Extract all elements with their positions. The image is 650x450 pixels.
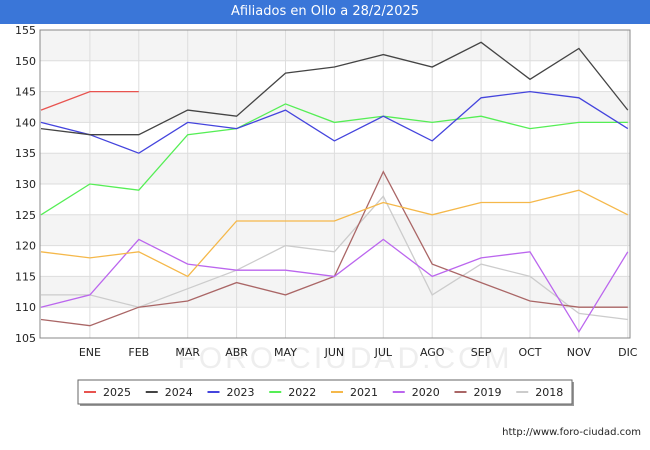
y-tick-label: 130 xyxy=(15,178,36,191)
y-tick-label: 105 xyxy=(15,332,36,345)
y-tick-label: 150 xyxy=(15,55,36,68)
y-tick-label: 110 xyxy=(15,301,36,314)
y-tick-label: 120 xyxy=(15,240,36,253)
plot-band xyxy=(40,91,630,123)
legend-label-2022: 2022 xyxy=(288,386,316,399)
y-tick-label: 145 xyxy=(15,86,36,99)
y-tick-label: 135 xyxy=(15,147,36,160)
x-tick-label: JUL xyxy=(374,346,393,359)
chart-title: Afiliados en Ollo a 28/2/2025 xyxy=(230,4,420,19)
title-bar xyxy=(0,0,650,24)
y-tick-label: 140 xyxy=(15,116,36,129)
y-tick-label: 155 xyxy=(15,24,36,37)
series-line-2023 xyxy=(40,90,629,154)
legend-label-2021: 2021 xyxy=(350,386,378,399)
x-tick-label: DIC xyxy=(618,346,638,359)
y-tick-label: 115 xyxy=(15,270,36,283)
plot-band xyxy=(40,153,630,184)
legend-label-2020: 2020 xyxy=(412,386,440,399)
x-tick-label: ENE xyxy=(79,346,101,359)
series-line-2024 xyxy=(40,41,629,136)
legend-box xyxy=(77,379,573,405)
legend-label-2025: 2025 xyxy=(103,386,131,399)
legend-label-2018: 2018 xyxy=(535,386,563,399)
x-tick-label: SEP xyxy=(471,346,492,359)
series-line-2020 xyxy=(40,238,629,334)
x-tick-label: JUN xyxy=(324,346,345,359)
series-line-2022 xyxy=(40,103,628,216)
x-tick-label: ABR xyxy=(225,346,248,359)
watermark: FORO-CIUDAD.COM xyxy=(178,342,513,375)
x-tick-label: NOV xyxy=(567,346,592,359)
footer-url: http://www.foro-ciudad.com xyxy=(502,427,641,438)
x-tick-label: FEB xyxy=(128,346,149,359)
x-tick-label: MAR xyxy=(175,346,200,359)
plot-band xyxy=(40,214,630,246)
x-tick-label: MAY xyxy=(274,346,297,359)
series-line-2025 xyxy=(40,90,139,111)
legend-label-2024: 2024 xyxy=(165,386,193,399)
plot-frame xyxy=(39,29,631,339)
x-tick-label: OCT xyxy=(518,346,541,359)
series-line-2021 xyxy=(40,189,629,278)
y-tick-label: 125 xyxy=(15,209,36,222)
legend-label-2023: 2023 xyxy=(227,386,255,399)
x-tick-label: AGO xyxy=(420,346,445,359)
legend-label-2019: 2019 xyxy=(474,386,502,399)
plot-band xyxy=(40,30,630,61)
